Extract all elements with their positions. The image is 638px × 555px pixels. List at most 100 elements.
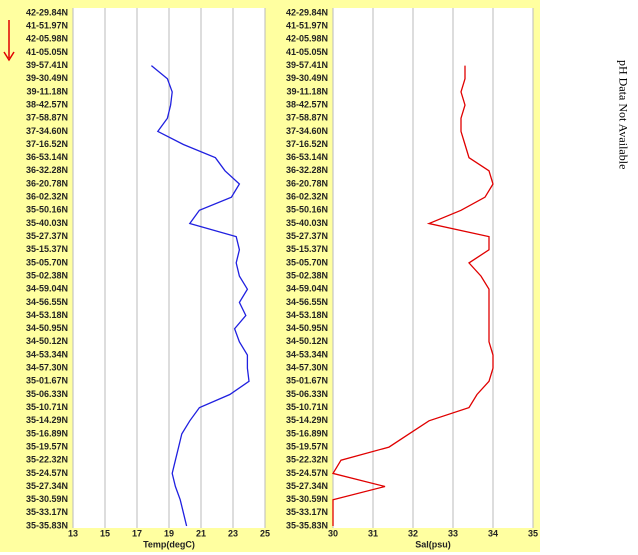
y-tick-label: 37-58.87N bbox=[286, 113, 328, 123]
y-tick-label: 35-16.89N bbox=[26, 428, 68, 438]
y-tick-label: 37-34.60N bbox=[286, 126, 328, 136]
y-tick-label: 35-35.83N bbox=[26, 520, 68, 530]
y-tick-label: 35-06.33N bbox=[26, 389, 68, 399]
y-tick-label: 34-53.34N bbox=[286, 349, 328, 359]
y-tick-label: 36-02.32N bbox=[26, 192, 68, 202]
side-note: pH Data Not Available bbox=[616, 60, 630, 169]
y-tick-label: 39-11.18N bbox=[26, 86, 68, 96]
y-tick-label: 38-42.57N bbox=[286, 99, 328, 109]
y-tick-label: 41-51.97N bbox=[286, 21, 328, 31]
y-tick-label: 35-50.16N bbox=[26, 205, 68, 215]
y-tick-label: 34-57.30N bbox=[26, 363, 68, 373]
y-tick-label: 35-06.33N bbox=[286, 389, 328, 399]
y-tick-label: 34-53.34N bbox=[26, 349, 68, 359]
y-tick-label: 34-57.30N bbox=[286, 363, 328, 373]
y-tick-label: 34-50.12N bbox=[26, 336, 68, 346]
y-tick-label: 35-22.32N bbox=[26, 455, 68, 465]
y-tick-label: 37-16.52N bbox=[286, 139, 328, 149]
x-tick-label: 35 bbox=[528, 528, 538, 538]
arrow-head bbox=[3, 51, 15, 62]
y-tick-label: 34-53.18N bbox=[286, 310, 328, 320]
y-tick-label: 34-53.18N bbox=[26, 310, 68, 320]
y-tick-label: 34-56.55N bbox=[286, 297, 328, 307]
x-tick-label: 32 bbox=[408, 528, 418, 538]
y-tick-label: 37-34.60N bbox=[26, 126, 68, 136]
y-tick-label: 35-40.03N bbox=[26, 218, 68, 228]
y-tick-label: 35-24.57N bbox=[26, 468, 68, 478]
y-tick-label: 34-56.55N bbox=[26, 297, 68, 307]
y-tick-label: 35-50.16N bbox=[286, 205, 328, 215]
x-tick-label: 23 bbox=[228, 528, 238, 538]
y-tick-label: 36-02.32N bbox=[286, 192, 328, 202]
x-tick-label: 33 bbox=[448, 528, 458, 538]
x-tick-label: 13 bbox=[68, 528, 78, 538]
y-tick-label: 39-57.41N bbox=[286, 60, 328, 70]
y-tick-label: 37-16.52N bbox=[26, 139, 68, 149]
y-tick-label: 41-05.05N bbox=[26, 47, 68, 57]
y-tick-label: 35-22.32N bbox=[286, 455, 328, 465]
x-tick-label: 31 bbox=[368, 528, 378, 538]
y-tick-label: 35-05.70N bbox=[286, 257, 328, 267]
x-tick-label: 19 bbox=[164, 528, 174, 538]
x-axis-label: Sal(psu) bbox=[415, 539, 451, 549]
y-tick-label: 35-33.17N bbox=[286, 507, 328, 517]
y-tick-label: 35-19.57N bbox=[286, 441, 328, 451]
x-tick-label: 21 bbox=[196, 528, 206, 538]
y-tick-label: 35-27.37N bbox=[286, 231, 328, 241]
y-tick-label: 35-33.17N bbox=[26, 507, 68, 517]
y-tick-label: 35-10.71N bbox=[286, 402, 328, 412]
y-tick-label: 34-50.12N bbox=[286, 336, 328, 346]
y-tick-label: 41-05.05N bbox=[286, 47, 328, 57]
x-tick-label: 15 bbox=[100, 528, 110, 538]
y-tick-label: 35-35.83N bbox=[286, 520, 328, 530]
y-tick-label: 39-11.18N bbox=[286, 86, 328, 96]
y-tick-label: 38-42.57N bbox=[26, 99, 68, 109]
plot-area bbox=[333, 8, 533, 528]
y-tick-label: 34-59.04N bbox=[286, 284, 328, 294]
y-tick-label: 35-10.71N bbox=[26, 402, 68, 412]
x-tick-label: 30 bbox=[328, 528, 338, 538]
profile-line bbox=[331, 65, 494, 526]
y-tick-label: 36-20.78N bbox=[26, 178, 68, 188]
y-tick-label: 35-15.37N bbox=[286, 244, 328, 254]
y-tick-label: 39-30.49N bbox=[286, 73, 328, 83]
x-tick-label: 34 bbox=[488, 528, 498, 538]
y-tick-label: 35-16.89N bbox=[286, 428, 328, 438]
x-tick-label: 17 bbox=[132, 528, 142, 538]
y-tick-label: 35-30.59N bbox=[26, 494, 68, 504]
y-tick-label: 35-14.29N bbox=[286, 415, 328, 425]
y-tick-label: 36-20.78N bbox=[286, 178, 328, 188]
y-tick-label: 35-01.67N bbox=[286, 376, 328, 386]
y-tick-label: 36-32.28N bbox=[26, 165, 68, 175]
y-tick-label: 35-14.29N bbox=[26, 415, 68, 425]
y-tick-label: 35-24.57N bbox=[286, 468, 328, 478]
y-tick-label: 35-40.03N bbox=[286, 218, 328, 228]
y-tick-label: 35-05.70N bbox=[26, 257, 68, 267]
y-tick-label: 34-50.95N bbox=[26, 323, 68, 333]
y-tick-label: 42-29.84N bbox=[26, 7, 68, 17]
y-tick-label: 35-02.38N bbox=[286, 270, 328, 280]
y-tick-label: 42-05.98N bbox=[286, 34, 328, 44]
profile-line bbox=[150, 65, 250, 527]
y-tick-label: 39-30.49N bbox=[26, 73, 68, 83]
y-tick-label: 35-27.34N bbox=[26, 481, 68, 491]
y-tick-label: 35-27.34N bbox=[286, 481, 328, 491]
y-tick-label: 35-30.59N bbox=[286, 494, 328, 504]
y-tick-label: 42-05.98N bbox=[26, 34, 68, 44]
y-tick-label: 42-29.84N bbox=[286, 7, 328, 17]
y-tick-label: 39-57.41N bbox=[26, 60, 68, 70]
y-tick-label: 37-58.87N bbox=[26, 113, 68, 123]
y-tick-label: 35-01.67N bbox=[26, 376, 68, 386]
x-tick-label: 25 bbox=[260, 528, 270, 538]
y-tick-label: 35-02.38N bbox=[26, 270, 68, 280]
y-tick-label: 34-50.95N bbox=[286, 323, 328, 333]
y-tick-label: 36-53.14N bbox=[286, 152, 328, 162]
y-tick-label: 35-19.57N bbox=[26, 441, 68, 451]
y-tick-label: 36-32.28N bbox=[286, 165, 328, 175]
y-tick-label: 41-51.97N bbox=[26, 21, 68, 31]
x-axis-label: Temp(degC) bbox=[143, 539, 195, 549]
y-tick-label: 35-27.37N bbox=[26, 231, 68, 241]
y-tick-label: 35-15.37N bbox=[26, 244, 68, 254]
